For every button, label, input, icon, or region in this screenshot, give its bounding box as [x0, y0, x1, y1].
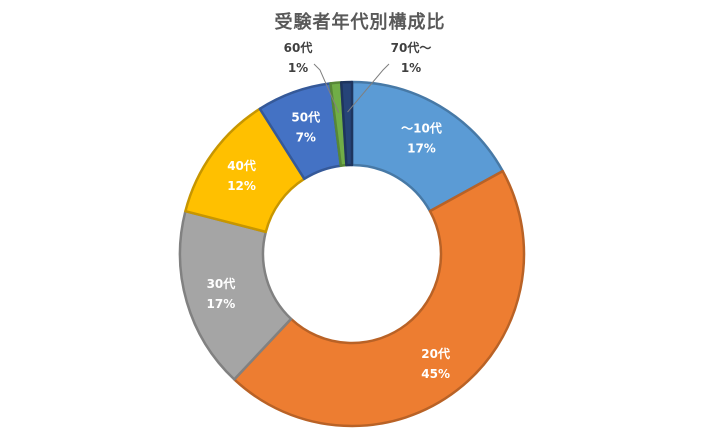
slice-label-0: 〜10代 17% — [401, 121, 442, 156]
slice-category-label: 20代 — [421, 346, 450, 361]
slice-20-1 — [233, 169, 526, 428]
leader-line-6 — [347, 63, 390, 113]
slice-category-label: 30代 — [207, 276, 236, 291]
slice-value-label: 1% — [288, 61, 308, 75]
slice-70-6 — [339, 80, 354, 167]
slice-value-label: 45% — [421, 367, 450, 381]
slice-label-1: 20代 45% — [421, 346, 450, 381]
slice-label-6: 70代〜 1% — [391, 40, 432, 75]
slice-category-label: 〜10代 — [401, 121, 442, 136]
slice-label-3: 40代 12% — [227, 158, 256, 193]
slice-category-label: 50代 — [291, 110, 320, 125]
slice-value-label: 17% — [207, 297, 236, 311]
slice-category-label: 40代 — [227, 158, 256, 173]
chart-title: 受験者年代別構成比 — [274, 12, 446, 33]
slice-value-label: 17% — [407, 142, 436, 156]
slice-category-label: 70代〜 — [391, 40, 432, 55]
slice-value-label: 7% — [296, 131, 316, 145]
slice-label-5: 60代 1% — [284, 40, 313, 75]
slice-value-label: 12% — [227, 179, 256, 193]
slice-category-label: 60代 — [284, 40, 313, 55]
leader-line-5 — [313, 63, 340, 113]
slice-label-2: 30代 17% — [207, 276, 236, 311]
slice-label-4: 50代 7% — [291, 110, 320, 145]
slice-value-label: 1% — [401, 61, 421, 75]
